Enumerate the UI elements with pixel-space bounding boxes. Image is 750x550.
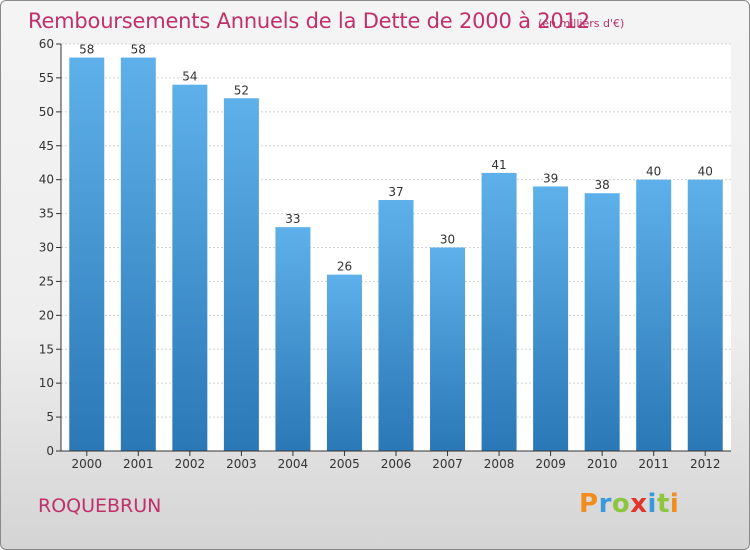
data-label: 40 xyxy=(698,165,713,179)
data-label: 39 xyxy=(543,171,558,185)
bar-2008 xyxy=(481,172,517,451)
y-axis: 0 5 10 15 20 25 30 35 40 45 50 55 60 xyxy=(39,37,62,458)
y-tick-label: 40 xyxy=(39,173,54,187)
x-tick-label: 2003 xyxy=(226,457,257,471)
x-tick-label: 2005 xyxy=(329,457,360,471)
bars: 58 58 54 52 33 26 37 30 41 39 38 40 40 xyxy=(69,43,723,452)
data-label: 30 xyxy=(440,233,455,247)
x-tick-label: 2009 xyxy=(535,457,566,471)
logo-letter: P xyxy=(579,489,599,519)
y-tick-label: 5 xyxy=(46,410,54,424)
bar-2005 xyxy=(326,274,362,451)
x-tick-label: 2012 xyxy=(690,457,721,471)
chart-unit-note: (en milliers d'€) xyxy=(538,17,625,30)
bar-2004 xyxy=(275,227,311,451)
chart-title: Remboursements Annuels de la Dette de 20… xyxy=(28,9,590,33)
bar-2010 xyxy=(584,193,620,451)
y-tick-label: 35 xyxy=(39,207,54,221)
data-label: 26 xyxy=(337,260,352,274)
x-tick-label: 2002 xyxy=(175,457,206,471)
y-tick-label: 45 xyxy=(39,139,54,153)
data-label: 38 xyxy=(595,178,610,192)
logo-letter: t xyxy=(656,489,670,519)
x-tick-label: 2010 xyxy=(587,457,618,471)
x-tick-label: 2008 xyxy=(484,457,515,471)
y-tick-label: 10 xyxy=(39,376,54,390)
y-tick-label: 30 xyxy=(39,241,54,255)
y-tick-label: 60 xyxy=(39,37,54,51)
x-axis: 2000 2001 2002 2003 2004 2005 2006 2007 2008 2009… xyxy=(61,450,731,471)
bar-2001 xyxy=(120,57,156,452)
location-name: ROQUEBRUN xyxy=(38,495,162,517)
y-tick-label: 20 xyxy=(39,308,54,322)
y-tick-label: 15 xyxy=(39,342,54,356)
y-tick-label: 55 xyxy=(39,71,54,85)
x-tick-label: 2001 xyxy=(123,457,154,471)
logo-letter: i xyxy=(669,489,680,519)
logo-letter: r xyxy=(598,489,612,519)
logo-letter: x xyxy=(630,489,648,519)
y-tick-label: 50 xyxy=(39,105,54,119)
data-label: 37 xyxy=(388,185,403,199)
data-label: 58 xyxy=(131,43,146,57)
data-label: 40 xyxy=(646,165,661,179)
x-tick-label: 2006 xyxy=(381,457,412,471)
data-label: 41 xyxy=(491,158,506,172)
bar-2002 xyxy=(172,84,208,451)
bar-2003 xyxy=(223,98,259,452)
bar-2012 xyxy=(687,179,723,451)
logo-letter: o xyxy=(611,489,631,519)
data-label: 33 xyxy=(285,212,300,226)
proxiti-logo[interactable]: Proxiti xyxy=(579,489,679,519)
bar-2009 xyxy=(533,186,569,451)
x-tick-label: 2011 xyxy=(638,457,669,471)
bar-2000 xyxy=(69,57,105,452)
data-label: 58 xyxy=(79,43,94,57)
bar-2007 xyxy=(430,247,466,451)
x-tick-label: 2007 xyxy=(432,457,463,471)
bar-2006 xyxy=(378,200,414,451)
data-label: 52 xyxy=(234,83,249,97)
y-tick-label: 0 xyxy=(46,444,54,458)
y-tick-label: 25 xyxy=(39,274,54,288)
data-label: 54 xyxy=(182,70,197,84)
x-tick-label: 2000 xyxy=(71,457,102,471)
x-tick-label: 2004 xyxy=(278,457,309,471)
logo-letter: i xyxy=(647,489,657,519)
bar-2011 xyxy=(636,179,672,451)
